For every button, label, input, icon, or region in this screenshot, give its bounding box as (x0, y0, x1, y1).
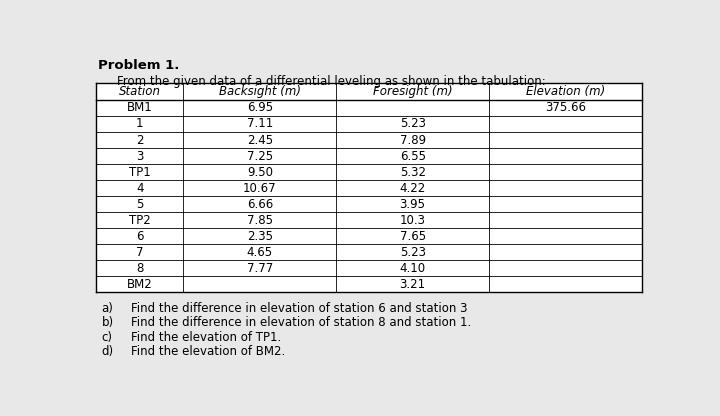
Text: 5.23: 5.23 (400, 117, 426, 131)
Text: 5: 5 (136, 198, 143, 210)
Text: 4.65: 4.65 (247, 245, 273, 259)
Text: Find the difference in elevation of station 8 and station 1.: Find the difference in elevation of stat… (131, 317, 472, 329)
Text: BM2: BM2 (127, 277, 153, 291)
Text: b): b) (102, 317, 114, 329)
Text: From the given data of a differential leveling as shown in the tabulation:: From the given data of a differential le… (117, 75, 546, 88)
Text: d): d) (102, 345, 114, 358)
Text: 7.85: 7.85 (247, 213, 273, 227)
Text: 10.67: 10.67 (243, 181, 276, 195)
Text: 10.3: 10.3 (400, 213, 426, 227)
Text: Find the difference in elevation of station 6 and station 3: Find the difference in elevation of stat… (131, 302, 467, 315)
Text: 2: 2 (136, 134, 143, 146)
Text: TP1: TP1 (129, 166, 150, 178)
Bar (96, 83, 642, 292)
Text: 7.65: 7.65 (400, 230, 426, 243)
Text: 375.66: 375.66 (545, 102, 586, 114)
Text: Problem 1.: Problem 1. (98, 59, 179, 72)
Text: 3.95: 3.95 (400, 198, 426, 210)
Text: 4.22: 4.22 (400, 181, 426, 195)
Text: 1: 1 (136, 117, 143, 131)
Text: 6.95: 6.95 (247, 102, 273, 114)
Text: 5.23: 5.23 (400, 245, 426, 259)
Text: 8: 8 (136, 262, 143, 275)
Text: 7.89: 7.89 (400, 134, 426, 146)
Text: Foresight (m): Foresight (m) (373, 85, 452, 98)
Text: Station: Station (119, 85, 161, 98)
Text: 6: 6 (136, 230, 143, 243)
Text: 7.77: 7.77 (247, 262, 273, 275)
Text: a): a) (102, 302, 114, 315)
Text: 4.10: 4.10 (400, 262, 426, 275)
Text: 7.25: 7.25 (247, 149, 273, 163)
Text: 2.35: 2.35 (247, 230, 273, 243)
Text: TP2: TP2 (129, 213, 150, 227)
Text: Elevation (m): Elevation (m) (526, 85, 605, 98)
Text: 3.21: 3.21 (400, 277, 426, 291)
Text: Backsight (m): Backsight (m) (219, 85, 301, 98)
Text: 7.11: 7.11 (247, 117, 273, 131)
Text: 6.55: 6.55 (400, 149, 426, 163)
Text: Find the elevation of TP1.: Find the elevation of TP1. (131, 331, 282, 344)
Text: 5.32: 5.32 (400, 166, 426, 178)
Text: 7: 7 (136, 245, 143, 259)
Text: 9.50: 9.50 (247, 166, 273, 178)
Text: BM1: BM1 (127, 102, 153, 114)
Text: Find the elevation of BM2.: Find the elevation of BM2. (131, 345, 285, 358)
Text: 2.45: 2.45 (247, 134, 273, 146)
Text: 6.66: 6.66 (247, 198, 273, 210)
Text: c): c) (102, 331, 112, 344)
Text: 3: 3 (136, 149, 143, 163)
Text: 4: 4 (136, 181, 143, 195)
